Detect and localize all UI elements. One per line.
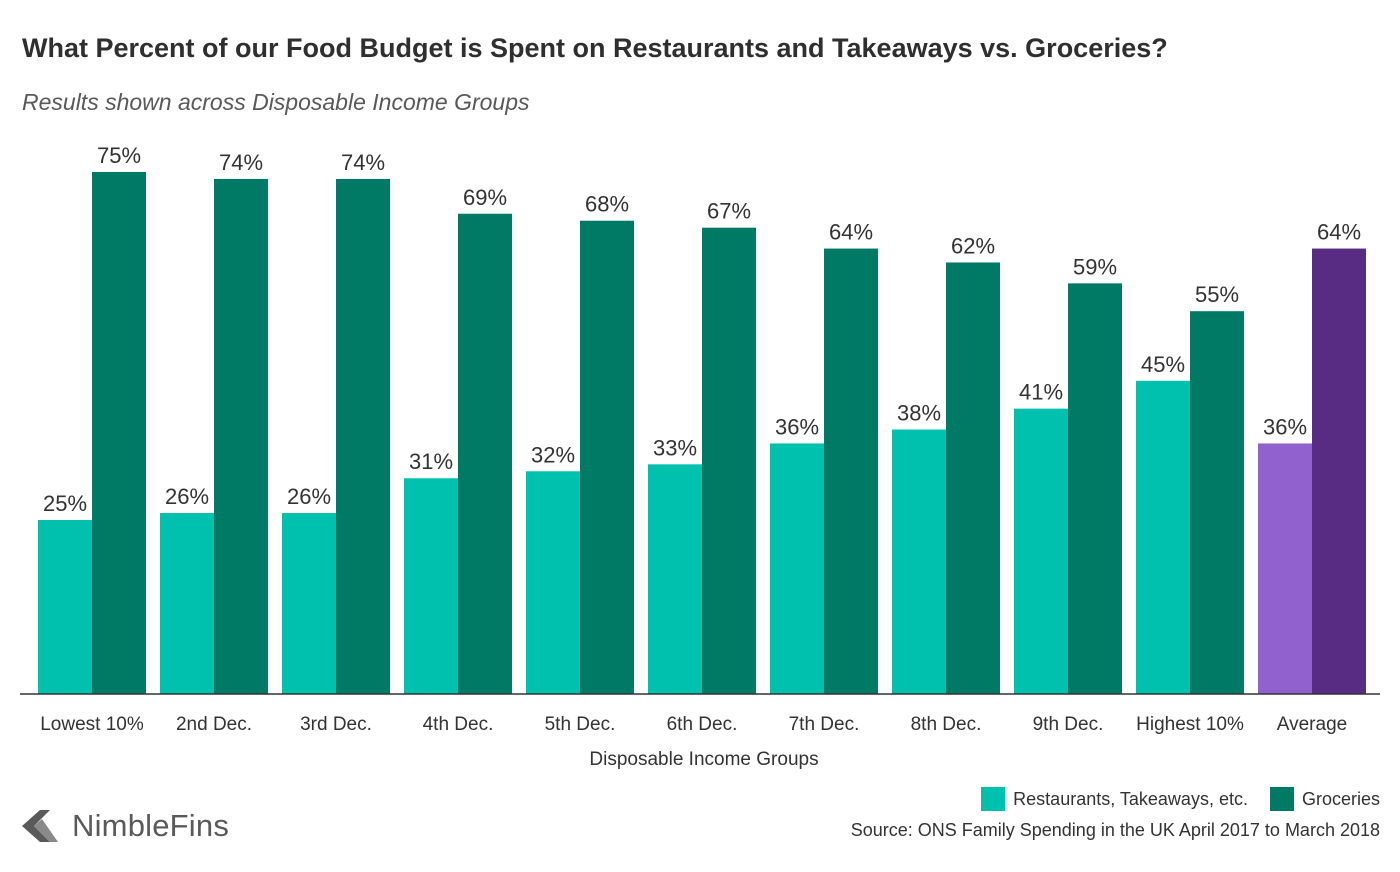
x-tick-label-4: 5th Dec.: [545, 714, 616, 735]
bar-groceries-10: [1312, 248, 1366, 694]
x-tick-label-7: 8th Dec.: [911, 714, 982, 735]
bar-groceries-9: [1190, 311, 1244, 694]
bar-groceries-8: [1068, 283, 1122, 694]
chart-legend: Restaurants, Takeaways, etc. Groceries: [959, 787, 1380, 811]
data-label-groceries-7: 62%: [951, 233, 995, 258]
legend-swatch-groceries: [1269, 787, 1294, 811]
x-tick-label-8: 9th Dec.: [1033, 714, 1104, 735]
data-label-restaurants-2: 26%: [287, 484, 331, 509]
bar-restaurants-1: [160, 513, 214, 694]
x-tick-label-1: 2nd Dec.: [176, 714, 252, 735]
bar-restaurants-4: [526, 471, 580, 694]
legend-label-restaurants: Restaurants, Takeaways, etc.: [1013, 788, 1248, 809]
data-label-groceries-4: 68%: [585, 192, 629, 217]
logo-text: NimbleFins: [72, 808, 230, 843]
data-label-groceries-1: 74%: [219, 150, 263, 175]
bar-groceries-7: [946, 262, 1000, 694]
data-label-groceries-3: 69%: [463, 185, 507, 210]
bar-restaurants-0: [38, 520, 92, 694]
chart-title: What Percent of our Food Budget is Spent…: [22, 33, 1168, 63]
bar-restaurants-10: [1258, 443, 1312, 694]
bar-groceries-1: [214, 178, 268, 694]
x-tick-label-9: Highest 10%: [1136, 714, 1244, 735]
bar-restaurants-9: [1136, 380, 1190, 694]
bar-restaurants-7: [892, 429, 946, 694]
data-label-restaurants-7: 38%: [897, 401, 941, 426]
x-tick-label-10: Average: [1277, 714, 1347, 735]
data-label-restaurants-4: 32%: [531, 442, 575, 467]
x-tick-label-5: 6th Dec.: [667, 714, 738, 735]
data-label-groceries-8: 59%: [1073, 254, 1117, 279]
bar-groceries-0: [92, 172, 146, 694]
legend-swatch-restaurants: [981, 787, 1006, 811]
data-label-restaurants-6: 36%: [775, 414, 819, 439]
x-tick-label-2: 3rd Dec.: [300, 714, 372, 735]
data-label-groceries-5: 67%: [707, 199, 751, 224]
source-note: Source: ONS Family Spending in the UK Ap…: [850, 820, 1380, 840]
bar-groceries-3: [458, 213, 512, 694]
x-axis-title: Disposable Income Groups: [589, 749, 818, 770]
nimblefins-logo-icon: [22, 810, 58, 842]
data-label-groceries-10: 64%: [1317, 220, 1361, 245]
bar-restaurants-8: [1014, 408, 1068, 694]
bar-restaurants-2: [282, 513, 336, 694]
data-label-groceries-0: 75%: [97, 143, 141, 168]
data-label-groceries-6: 64%: [829, 220, 873, 245]
logo: NimbleFins: [20, 806, 229, 846]
data-label-restaurants-3: 31%: [409, 449, 453, 474]
bar-groceries-4: [580, 220, 634, 694]
bar-restaurants-3: [404, 478, 458, 694]
bar-restaurants-6: [770, 443, 824, 694]
data-label-restaurants-1: 26%: [165, 484, 209, 509]
bar-groceries-2: [336, 178, 390, 694]
data-label-restaurants-9: 45%: [1141, 352, 1185, 377]
data-label-groceries-2: 74%: [341, 150, 385, 175]
legend-item-groceries: Groceries: [1269, 787, 1380, 811]
data-label-groceries-9: 55%: [1195, 282, 1239, 307]
x-tick-label-3: 4th Dec.: [423, 714, 494, 735]
bar-groceries-5: [702, 227, 756, 694]
x-tick-label-0: Lowest 10%: [40, 714, 144, 735]
bar-groceries-6: [824, 248, 878, 694]
bar-restaurants-5: [648, 464, 702, 694]
data-label-restaurants-8: 41%: [1019, 380, 1063, 405]
x-tick-label-6: 7th Dec.: [789, 714, 860, 735]
legend-item-restaurants: Restaurants, Takeaways, etc.: [981, 787, 1248, 811]
data-label-restaurants-0: 25%: [43, 491, 87, 516]
data-label-restaurants-5: 33%: [653, 435, 697, 460]
chart-subtitle: Results shown across Disposable Income G…: [22, 89, 530, 115]
legend-label-groceries: Groceries: [1301, 788, 1380, 809]
data-label-restaurants-10: 36%: [1263, 414, 1307, 439]
